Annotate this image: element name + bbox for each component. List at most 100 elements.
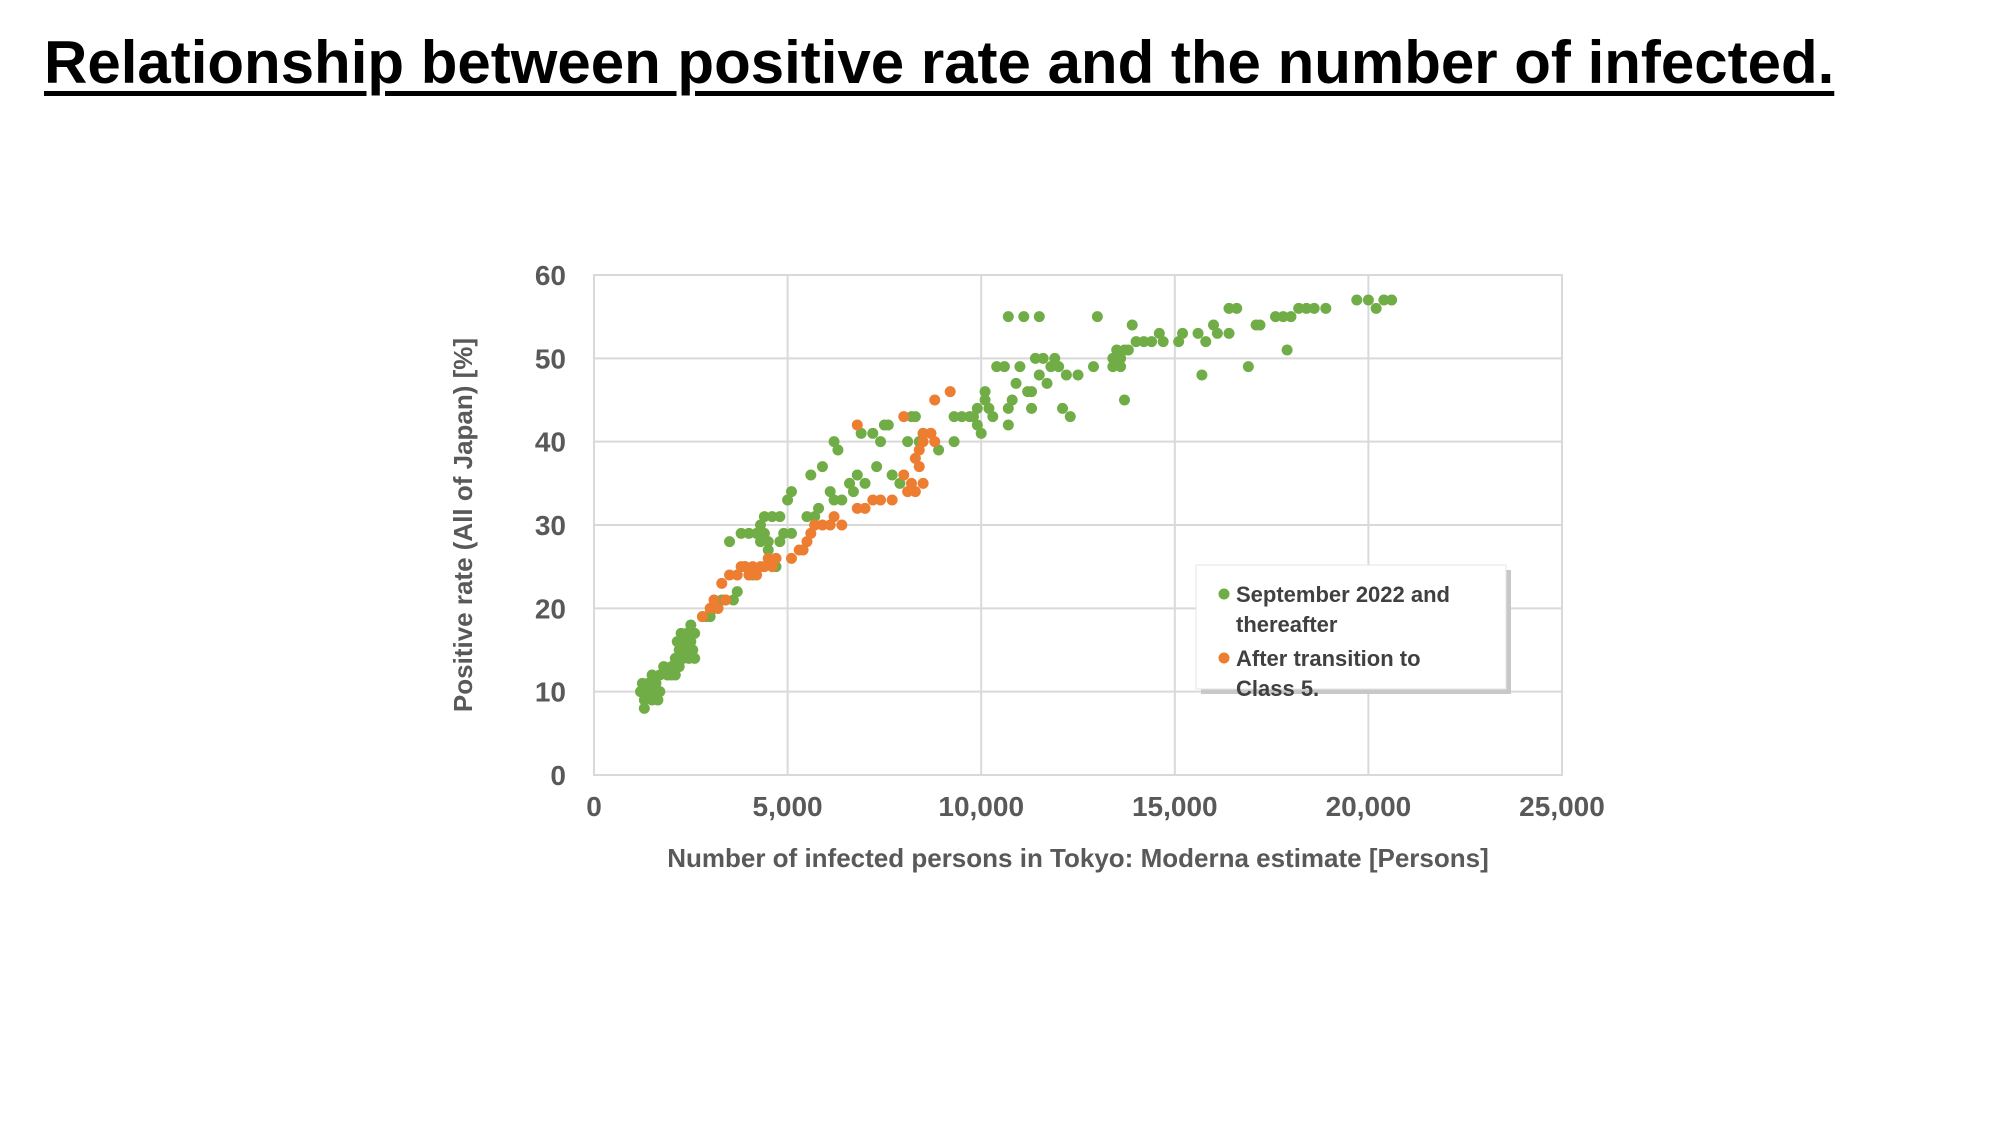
data-point	[1014, 361, 1026, 373]
data-point	[975, 427, 987, 439]
data-point	[894, 477, 906, 489]
data-point	[1208, 319, 1220, 331]
data-point	[1157, 336, 1169, 348]
data-point	[851, 502, 863, 514]
data-point	[652, 694, 664, 706]
data-point	[1285, 311, 1297, 323]
data-point	[1091, 311, 1103, 323]
x-axis-title: Number of infected persons in Tokyo: Mod…	[667, 843, 1489, 873]
data-point	[828, 494, 840, 506]
data-point	[785, 486, 797, 498]
data-point	[1107, 361, 1119, 373]
slide-title: Relationship between positive rate and t…	[44, 29, 1835, 96]
data-point	[909, 486, 921, 498]
data-point	[948, 411, 960, 423]
data-point	[1018, 311, 1030, 323]
data-point	[824, 519, 836, 531]
data-point	[979, 386, 991, 398]
data-point	[654, 686, 666, 698]
data-point	[724, 536, 736, 548]
data-point	[671, 636, 683, 648]
data-point	[646, 669, 658, 681]
data-point	[785, 552, 797, 564]
data-point	[813, 502, 825, 514]
data-point	[685, 619, 697, 631]
data-point	[1037, 352, 1049, 364]
data-point	[832, 444, 844, 456]
data-point	[898, 411, 910, 423]
data-point	[1173, 336, 1185, 348]
data-point	[762, 536, 774, 548]
data-point	[979, 394, 991, 406]
data-point	[720, 594, 732, 606]
data-point	[1130, 336, 1142, 348]
data-point	[1277, 311, 1289, 323]
data-point	[1060, 369, 1072, 381]
data-point	[909, 452, 921, 464]
data-point	[983, 402, 995, 414]
gridlines	[593, 274, 1563, 776]
data-point	[1231, 302, 1243, 314]
data-point	[828, 436, 840, 448]
data-point	[1026, 386, 1038, 398]
data-point	[1370, 302, 1382, 314]
data-point	[758, 561, 770, 573]
data-point	[754, 519, 766, 531]
y-tick-label: 50	[535, 343, 566, 374]
data-point	[906, 477, 918, 489]
data-point	[751, 569, 763, 581]
data-point	[1320, 302, 1332, 314]
data-point	[1053, 361, 1065, 373]
data-point	[1200, 336, 1212, 348]
data-point	[1146, 336, 1158, 348]
data-point	[1308, 302, 1320, 314]
data-point	[727, 594, 739, 606]
x-tick-label: 25,000	[1519, 791, 1605, 822]
x-tick-label: 20,000	[1326, 791, 1412, 822]
data-point	[855, 427, 867, 439]
data-point	[696, 611, 708, 623]
data-point	[875, 436, 887, 448]
data-point	[658, 661, 670, 673]
data-point	[673, 644, 685, 656]
data-point	[689, 627, 701, 639]
data-point	[816, 461, 828, 473]
data-point	[708, 594, 720, 606]
y-tick-label: 20	[535, 593, 566, 624]
data-point	[867, 427, 879, 439]
data-point	[716, 577, 728, 589]
data-point	[1029, 352, 1041, 364]
data-point	[1010, 377, 1022, 389]
data-point	[758, 527, 770, 539]
data-point	[743, 569, 755, 581]
data-point	[1378, 294, 1390, 306]
data-point	[867, 494, 879, 506]
data-point	[1126, 319, 1138, 331]
data-point	[917, 427, 929, 439]
data-point	[1223, 327, 1235, 339]
data-point	[1002, 311, 1014, 323]
data-point	[875, 494, 887, 506]
data-point	[770, 552, 782, 564]
data-point	[886, 469, 898, 481]
y-tick-label: 10	[535, 677, 566, 708]
data-point	[809, 511, 821, 523]
data-point	[882, 419, 894, 431]
data-point	[1293, 302, 1305, 314]
data-point	[731, 586, 743, 598]
axis-ticks: 0 5,000 10,000 15,000 20,000 25,000 0 10 20 30 40 5…	[535, 260, 1605, 822]
data-point	[967, 411, 979, 423]
data-point	[1033, 311, 1045, 323]
data-point	[774, 536, 786, 548]
data-point	[665, 661, 677, 673]
data-points	[634, 294, 1398, 714]
data-point	[851, 469, 863, 481]
data-point	[1118, 394, 1130, 406]
plot-area-frame	[593, 274, 1563, 776]
data-point	[689, 652, 701, 664]
data-point	[902, 486, 914, 498]
data-point	[844, 477, 856, 489]
x-tick-label: 10,000	[938, 791, 1024, 822]
data-point	[766, 511, 778, 523]
